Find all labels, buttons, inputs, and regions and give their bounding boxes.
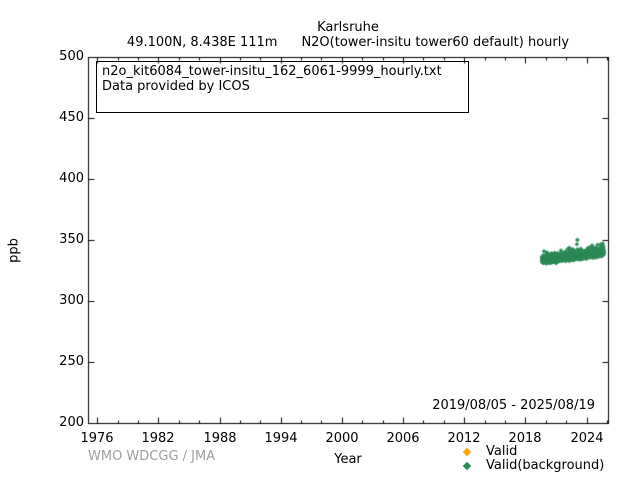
legend-item-valid: Valid (462, 444, 604, 459)
x-tick-label: 1976 (80, 431, 114, 446)
legend-item-valid-background: Valid(background) (462, 458, 605, 473)
y-tick-label: 500 (59, 49, 84, 64)
dataset-description: N2O(tower-insitu tower60 default) hourly (301, 35, 570, 50)
y-tick-label: 250 (59, 354, 84, 369)
legend-label-valid-background: Valid(background) (486, 458, 605, 473)
credit-label: WMO WDCGG / JMA (88, 449, 216, 464)
x-tick-label: 1982 (141, 431, 175, 446)
x-tick-label: 2000 (325, 431, 359, 446)
legend: Valid Valid(background) (462, 444, 605, 473)
x-tick-label: 2006 (386, 431, 420, 446)
plot-subtitle: 49.100N, 8.438E 111m N2O(tower-insitu to… (88, 35, 608, 50)
data-provider-note: Data provided by ICOS (102, 79, 250, 94)
page-title: Karlsruhe (317, 20, 379, 35)
valid-diamond-icon (462, 447, 472, 456)
legend-label-valid: Valid (486, 444, 518, 459)
date-range-label: 2019/08/05 - 2025/08/19 (432, 398, 595, 413)
data-file-name: n2o_kit6084_tower-insitu_162_6061-9999_h… (102, 64, 442, 79)
y-tick-label: 400 (59, 171, 84, 186)
x-tick-label: 1988 (203, 431, 237, 446)
y-tick-label: 200 (59, 415, 84, 430)
x-axis-label: Year (334, 452, 362, 467)
x-tick-label: 2018 (508, 431, 542, 446)
x-tick-label: 1994 (264, 431, 298, 446)
data-info-box: n2o_kit6084_tower-insitu_162_6061-9999_h… (96, 61, 469, 113)
x-tick-label: 2024 (570, 431, 604, 446)
station-coordinates: 49.100N, 8.438E 111m (126, 35, 278, 50)
valid-background-diamond-icon (462, 461, 472, 470)
y-tick-label: 350 (59, 232, 84, 247)
x-tick-label: 2012 (447, 431, 481, 446)
y-tick-label: 300 (59, 293, 84, 308)
y-tick-label: 450 (59, 110, 84, 125)
